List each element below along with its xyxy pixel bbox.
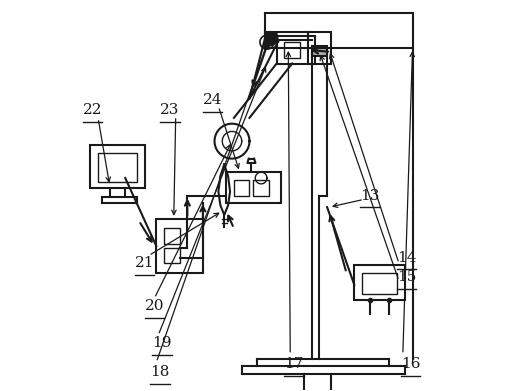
Bar (277, 36, 315, 63)
Text: 21: 21 (135, 256, 154, 271)
Bar (312, 46, 327, 56)
Text: 18: 18 (151, 365, 170, 379)
Bar (90, 145, 145, 188)
Bar (234, 180, 250, 196)
Text: 24: 24 (203, 93, 223, 108)
Bar (226, 172, 280, 203)
Text: 23: 23 (160, 103, 180, 117)
Bar (354, 265, 405, 300)
Text: 13: 13 (360, 188, 379, 203)
Text: 19: 19 (152, 336, 172, 350)
Text: 16: 16 (401, 357, 420, 371)
Bar (285, 42, 300, 58)
Text: 14: 14 (397, 251, 417, 265)
Bar (308, 32, 331, 63)
Bar (164, 248, 180, 264)
Bar (156, 219, 203, 273)
Bar (98, 153, 137, 182)
Text: 20: 20 (145, 299, 164, 313)
Bar (362, 273, 397, 294)
Text: 15: 15 (397, 270, 417, 284)
Bar (164, 228, 180, 244)
Polygon shape (265, 32, 279, 48)
Text: 17: 17 (285, 357, 304, 371)
Bar (253, 180, 269, 196)
Text: 22: 22 (83, 103, 102, 117)
